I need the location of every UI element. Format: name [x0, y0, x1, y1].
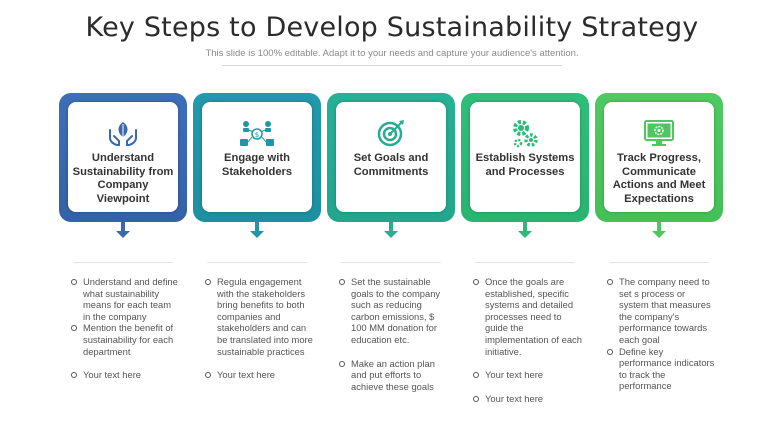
- target-icon: [336, 116, 446, 150]
- step-card-2-inner: $ Engage with Stakeholders: [202, 102, 312, 212]
- list-item: Regula engagement with the stakeholders …: [204, 276, 314, 357]
- step-divider-3: [341, 262, 441, 263]
- step-card-5: Track Progress, Communicate Actions and …: [595, 93, 723, 222]
- step-title-5: Track Progress, Communicate Actions and …: [612, 152, 706, 205]
- step-title-3: Set Goals and Commitments: [353, 152, 429, 178]
- page-title: Key Steps to Develop Sustainability Stra…: [85, 12, 699, 43]
- down-arrow-icon: [518, 222, 532, 238]
- step-card-4: Establish Systems and Processes: [461, 93, 589, 222]
- down-arrow-icon: [384, 222, 398, 238]
- list-item: The company need to set s process or sys…: [606, 276, 716, 346]
- step-list-5: The company need to set s process or sys…: [606, 276, 716, 392]
- step-divider-1: [73, 262, 173, 263]
- svg-text:$: $: [255, 131, 259, 139]
- list-item: Your text here: [70, 369, 180, 381]
- stakeholders-network-icon: $: [202, 116, 312, 150]
- step-card-1: Understand Sustainability from Company V…: [59, 93, 187, 222]
- step-list-3: Set the sustainable goals to the company…: [338, 276, 448, 392]
- step-title-1: Understand Sustainability from Company V…: [72, 152, 174, 205]
- list-item: Once the goals are established, specific…: [472, 276, 582, 357]
- list-item: Your text here: [472, 393, 582, 405]
- step-card-2: $ Engage with Stakeholders: [193, 93, 321, 222]
- monitor-progress-icon: [604, 116, 714, 150]
- step-list-4: Once the goals are established, specific…: [472, 276, 582, 404]
- gears-icon: [470, 116, 580, 150]
- list-item: Understand and define what sustainabilit…: [70, 276, 180, 322]
- down-arrow-icon: [250, 222, 264, 238]
- list-item: Define key performance indicators to tra…: [606, 346, 716, 392]
- subtitle-divider: [222, 65, 562, 66]
- down-arrow-icon: [116, 222, 130, 238]
- list-item: Set the sustainable goals to the company…: [338, 276, 448, 346]
- step-divider-2: [207, 262, 307, 263]
- step-list-2: Regula engagement with the stakeholders …: [204, 276, 314, 381]
- page-subtitle: This slide is 100% editable. Adapt it to…: [205, 48, 579, 59]
- step-title-4: Establish Systems and Processes: [475, 152, 575, 178]
- list-item: Your text here: [204, 369, 314, 381]
- step-divider-5: [609, 262, 709, 263]
- step-list-1: Understand and define what sustainabilit…: [70, 276, 180, 381]
- step-card-3-inner: Set Goals and Commitments: [336, 102, 446, 212]
- step-divider-4: [475, 262, 575, 263]
- list-item: Your text here: [472, 369, 582, 381]
- step-card-3: Set Goals and Commitments: [327, 93, 455, 222]
- step-card-1-inner: Understand Sustainability from Company V…: [68, 102, 178, 212]
- step-card-5-inner: Track Progress, Communicate Actions and …: [604, 102, 714, 212]
- hands-leaf-icon: [68, 116, 178, 150]
- down-arrow-icon: [652, 222, 666, 238]
- list-item: Mention the benefit of sustainability fo…: [70, 322, 180, 357]
- step-title-2: Engage with Stakeholders: [221, 152, 293, 178]
- step-card-4-inner: Establish Systems and Processes: [470, 102, 580, 212]
- list-item: Make an action plan and put efforts to a…: [338, 358, 448, 393]
